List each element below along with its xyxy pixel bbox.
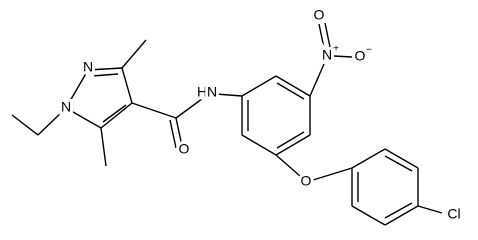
atom-charge: + bbox=[333, 44, 339, 55]
bonds bbox=[11, 22, 443, 226]
atom-labels: N N O H N N + O O − O Cl bbox=[58, 4, 464, 225]
atom-label: H bbox=[197, 84, 207, 100]
atom-label: N bbox=[61, 99, 71, 115]
page: N N O H N N + O O − O Cl (() => { const … bbox=[11, 4, 464, 226]
atom-label: O bbox=[179, 141, 190, 157]
atom-label: N bbox=[207, 84, 217, 100]
atom-label: Cl bbox=[447, 206, 460, 222]
atom-label: N bbox=[322, 47, 332, 63]
atom-label: O bbox=[314, 7, 325, 23]
atom-label: O bbox=[301, 173, 312, 189]
atom-label: N bbox=[83, 59, 93, 75]
atom-charge: − bbox=[366, 45, 372, 56]
atom-label: O bbox=[355, 48, 366, 64]
molecule-diagram: N N O H N N + O O − O Cl bbox=[11, 4, 464, 226]
